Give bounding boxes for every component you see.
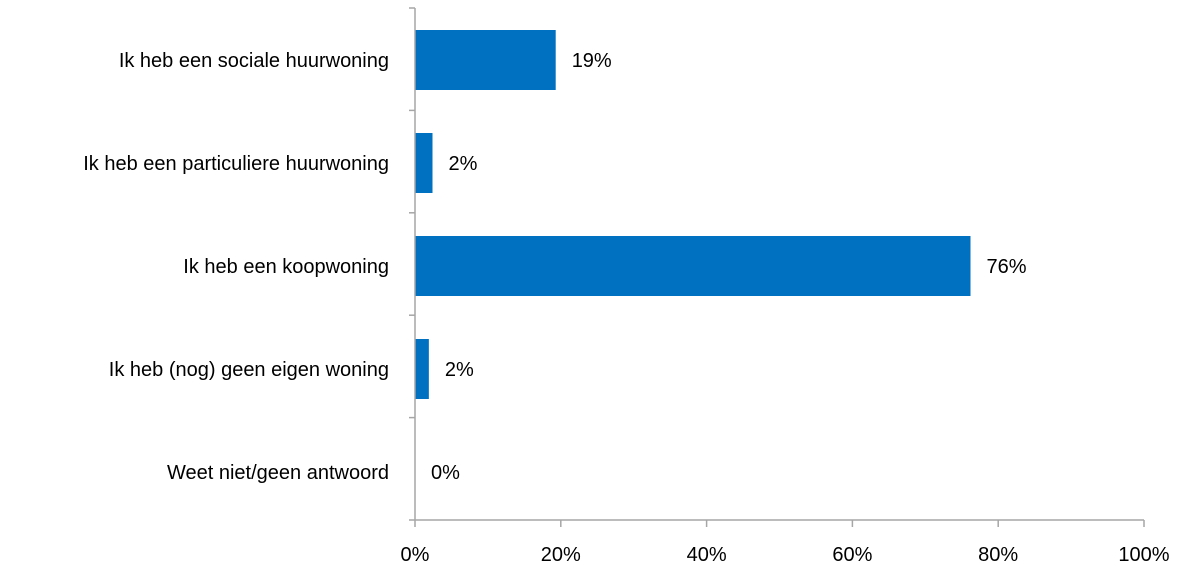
labels-group: Ik heb een sociale huurwoning 19% Ik heb e…	[83, 50, 1027, 484]
x-tick-label: 100%	[1118, 544, 1169, 566]
category-label: Ik heb een particuliere huurwoning	[83, 153, 389, 175]
data-label: 2%	[448, 153, 477, 175]
category-label: Ik heb een sociale huurwoning	[119, 50, 389, 72]
axes-group: 0% 20% 40% 60% 80% 100%	[401, 7, 1170, 566]
category-label: Ik heb (nog) geen eigen woning	[109, 359, 389, 381]
category-label: Ik heb een koopwoning	[183, 256, 389, 278]
bar-4	[415, 339, 429, 399]
data-label: 0%	[431, 462, 460, 484]
category-label: Weet niet/geen antwoord	[167, 462, 389, 484]
x-tick-label: 40%	[687, 544, 727, 566]
x-tick-label: 20%	[541, 544, 581, 566]
x-tick-label: 60%	[832, 544, 872, 566]
x-tick-label: 0%	[401, 544, 430, 566]
x-tick-label: 80%	[978, 544, 1018, 566]
data-label: 76%	[986, 256, 1026, 278]
bar-1	[415, 30, 556, 90]
data-label: 19%	[572, 50, 612, 72]
data-label: 2%	[445, 359, 474, 381]
bar-2	[415, 133, 433, 193]
bar-3	[415, 236, 971, 296]
bars-group	[415, 30, 971, 399]
